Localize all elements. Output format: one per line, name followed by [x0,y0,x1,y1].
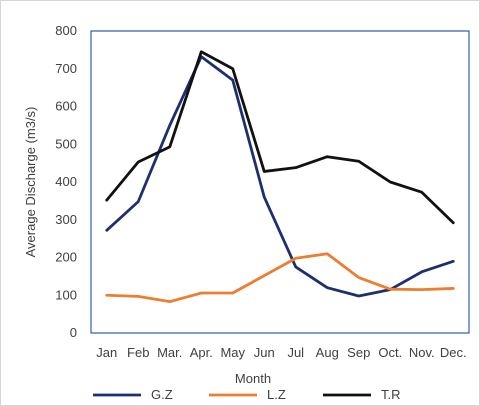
x-tick-label: Jul [287,345,304,360]
y-tick-label: 600 [55,99,77,114]
y-tick-label: 100 [55,287,77,302]
y-tick-label: 0 [70,325,77,340]
x-tick-label: Jun [254,345,275,360]
legend-label: L.Z [267,387,286,402]
x-tick-label: May [220,345,245,360]
y-tick-label: 300 [55,212,77,227]
x-tick-label: Feb [127,345,149,360]
plot-area-border [90,30,470,334]
y-axis-title: Average Discharge (m3/s) [23,107,38,258]
x-tick-label: Dec. [440,345,467,360]
x-tick-label: Mar. [157,345,182,360]
y-tick-label: 800 [55,23,77,38]
y-tick-label: 700 [55,61,77,76]
x-tick-label: Aug [316,345,339,360]
series-lines [105,50,455,304]
legend-label: G.Z [151,387,173,402]
series-line-g-z [105,55,455,298]
series-line-l-z [105,252,455,304]
x-tick-label: Apr. [190,345,213,360]
legend: G.Z L.Z T.R [93,387,401,402]
x-axis-ticks: Jan Feb Mar. Apr. May Jun Jul Aug Sep Oct. Nov. Dec… [96,345,466,360]
x-tick-label: Oct. [378,345,402,360]
y-tick-label: 500 [55,136,77,151]
y-axis-ticks: 0 100 200 300 400 500 600 700 800 [55,23,77,340]
x-tick-label: Nov. [409,345,435,360]
y-tick-label: 200 [55,250,77,265]
y-tick-label: 400 [55,174,77,189]
legend-label: T.R [381,387,401,402]
x-tick-label: Jan [96,345,117,360]
x-axis-title: Month [235,371,271,386]
series-line-t-r [105,50,455,225]
x-tick-label: Sep [347,345,370,360]
